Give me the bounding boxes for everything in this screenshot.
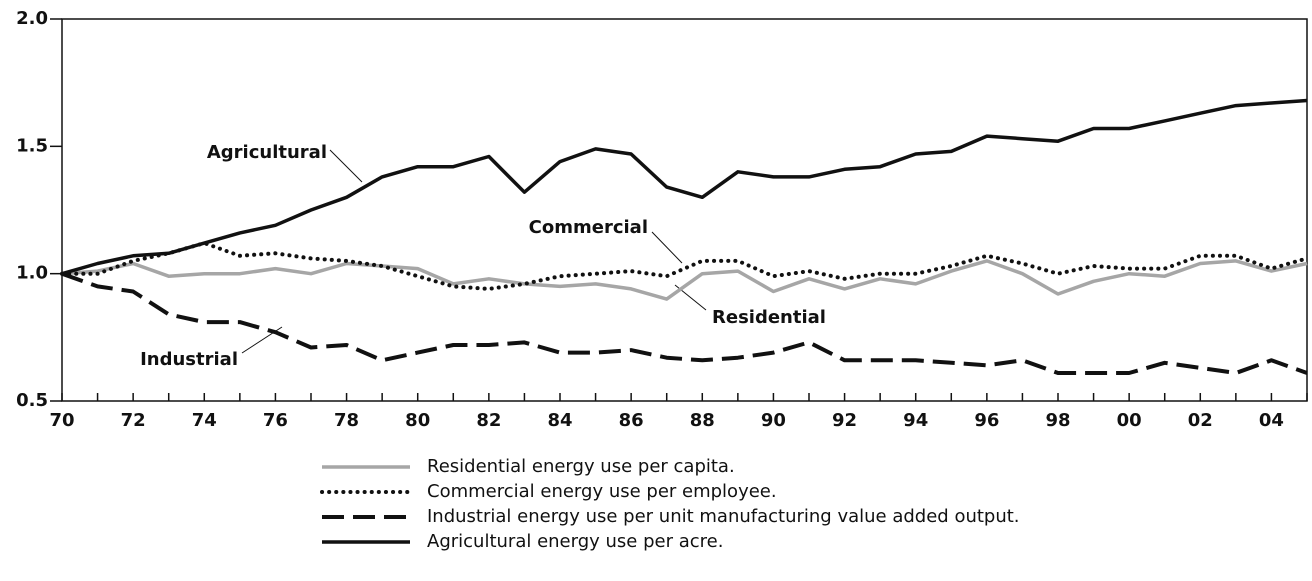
legend-label: Agricultural energy use per acre.	[427, 531, 723, 552]
y-tick-label: 0.5	[16, 390, 48, 411]
series-line	[61, 259, 1308, 301]
x-tick-label: 82	[476, 410, 501, 431]
x-tick-label: 72	[121, 410, 146, 431]
x-tick-label: 76	[263, 410, 288, 431]
series-line	[61, 98, 1308, 276]
x-tick-label: 86	[619, 410, 644, 431]
legend-label: Commercial energy use per employee.	[427, 481, 777, 502]
annotation: Agricultural	[207, 142, 327, 163]
x-tick-label: 70	[49, 410, 74, 431]
y-tick-label: 2.0	[16, 8, 48, 29]
plot-frame	[61, 18, 1308, 402]
leader-line	[651, 231, 683, 264]
annotation: Residential	[712, 307, 826, 328]
y-tick-label: 1.0	[16, 263, 48, 284]
x-tick-label: 92	[832, 410, 857, 431]
x-tick-label: 96	[974, 410, 999, 431]
leader-line	[329, 149, 363, 183]
x-tick-label: 94	[903, 410, 928, 431]
x-tick-label: 80	[405, 410, 430, 431]
x-tick-label: 90	[761, 410, 786, 431]
x-tick-label: 04	[1259, 410, 1284, 431]
annotation: Industrial	[140, 349, 238, 370]
series-line	[60, 241, 1309, 291]
x-tick-label: 88	[690, 410, 715, 431]
legend-label: Industrial energy use per unit manufactu…	[427, 506, 1020, 527]
y-tick-label: 1.5	[16, 135, 48, 156]
legend-label: Residential energy use per capita.	[427, 456, 735, 477]
series-line	[61, 271, 1308, 375]
x-tick-label: 00	[1117, 410, 1142, 431]
x-tick-label: 84	[547, 410, 572, 431]
annotation: Commercial	[529, 217, 648, 238]
x-tick-label: 02	[1188, 410, 1213, 431]
x-tick-label: 98	[1045, 410, 1070, 431]
x-tick-label: 78	[334, 410, 359, 431]
x-tick-label: 74	[192, 410, 217, 431]
